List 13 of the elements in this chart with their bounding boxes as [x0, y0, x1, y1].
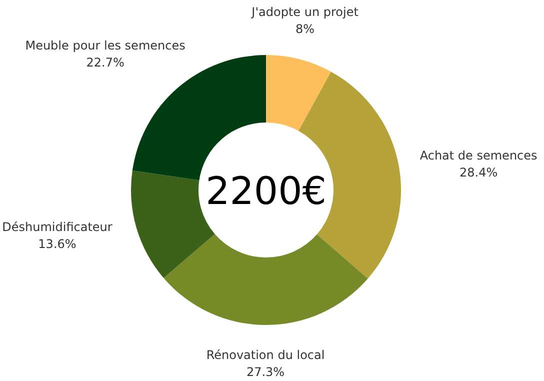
text: 2200€	[206, 169, 326, 213]
slice-label: Achat de semences	[420, 148, 538, 163]
slice-label: Meuble pour les semences	[25, 38, 186, 52]
slice-label: Rénovation du local	[206, 348, 325, 362]
data-label: 8%	[296, 22, 315, 36]
data-label: 13.6%	[38, 236, 76, 251]
data-label: 28.4%	[460, 166, 498, 180]
slice-label: Déshumidificateur	[2, 220, 112, 234]
donut-slice	[164, 234, 368, 325]
donut-slice	[266, 55, 332, 131]
slice-label: J'adopte un projet	[250, 4, 359, 19]
data-label: 27.3%	[246, 365, 285, 379]
data-label: 22.7%	[86, 55, 124, 70]
